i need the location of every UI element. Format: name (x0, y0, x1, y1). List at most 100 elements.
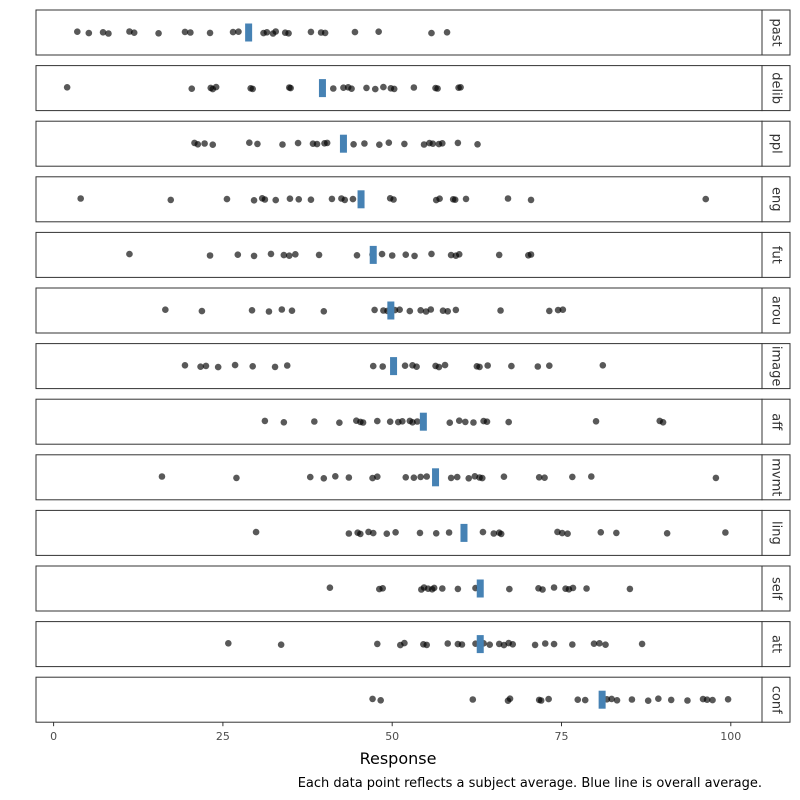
data-point (229, 28, 237, 36)
data-point (261, 196, 269, 203)
data-point (223, 195, 231, 203)
data-point (361, 140, 368, 147)
data-point (376, 141, 383, 148)
mean-line (460, 523, 468, 542)
data-point (545, 695, 552, 703)
data-point (233, 474, 240, 482)
facet-panel-eng: eng (35, 176, 791, 223)
data-point (667, 696, 675, 704)
facet-strip (761, 398, 791, 445)
data-point (546, 307, 553, 315)
data-point (345, 530, 353, 537)
data-point (569, 641, 576, 648)
data-point (613, 697, 621, 704)
facet-panel-mvmt: mvmt (35, 454, 791, 501)
data-point (320, 475, 328, 482)
data-point (539, 586, 546, 593)
data-point (596, 640, 603, 647)
data-point (447, 474, 455, 482)
data-point (332, 473, 339, 480)
data-point (181, 362, 189, 369)
facet-strip (761, 9, 791, 56)
facet-panel-conf: conf (35, 676, 791, 723)
data-point (457, 84, 464, 91)
data-point (287, 84, 294, 92)
data-point (401, 140, 408, 148)
data-point (504, 195, 512, 202)
data-point (659, 419, 667, 426)
panel-background (35, 509, 763, 556)
data-point (410, 474, 418, 482)
panel-background (35, 565, 763, 612)
data-point (197, 363, 204, 371)
data-point (462, 418, 469, 426)
panel-background (35, 176, 763, 223)
data-point (441, 361, 449, 369)
data-point (455, 251, 463, 258)
data-point (396, 306, 403, 314)
data-point (550, 584, 558, 591)
data-point (74, 28, 81, 35)
data-point (263, 29, 271, 36)
data-point (363, 84, 370, 92)
data-point (351, 28, 359, 36)
data-point (278, 306, 286, 313)
data-point (569, 584, 577, 592)
data-point (288, 307, 296, 315)
data-point (328, 195, 336, 203)
facet-label: past (769, 18, 784, 46)
data-point (214, 363, 222, 371)
data-point (209, 141, 217, 148)
data-point (465, 475, 473, 482)
facet-strip (761, 120, 791, 167)
facet-panels: past delib ppl eng fut arou image aff mvmt ling se… (35, 9, 791, 723)
chart-caption: Each data point reflects a subject avera… (298, 776, 762, 791)
data-point (379, 585, 387, 592)
data-point (597, 529, 605, 536)
data-point (307, 28, 315, 36)
facet-label: ling (769, 521, 784, 545)
data-point (541, 474, 548, 482)
data-point (350, 141, 357, 148)
data-point (374, 417, 381, 425)
data-point (326, 584, 334, 591)
data-point (590, 640, 598, 647)
data-point (158, 473, 166, 480)
mean-line (369, 245, 377, 264)
facet-panel-self: self (35, 565, 791, 612)
data-point (261, 417, 269, 425)
facet-label: eng (769, 187, 784, 212)
data-point (537, 697, 545, 704)
data-point (250, 252, 258, 260)
data-point (703, 696, 711, 703)
data-point (423, 473, 431, 480)
data-point (77, 195, 84, 202)
data-point (386, 418, 394, 426)
mean-line (387, 301, 395, 320)
data-point (315, 251, 323, 259)
data-point (402, 474, 410, 481)
data-point (254, 140, 261, 148)
facet-label: conf (769, 686, 784, 714)
data-point (439, 140, 446, 147)
data-point (375, 28, 382, 35)
data-point (371, 306, 378, 314)
data-point (392, 529, 399, 536)
data-point (722, 529, 729, 536)
data-point (527, 196, 535, 204)
data-point (479, 528, 487, 536)
data-point (277, 641, 285, 648)
data-point (292, 251, 299, 258)
data-point (569, 473, 576, 481)
mean-line (598, 690, 606, 709)
data-point (702, 195, 710, 203)
facet-strip (761, 231, 791, 278)
data-point (63, 84, 71, 91)
mean-line (476, 579, 484, 598)
data-point (428, 29, 435, 37)
facet-label: att (769, 635, 784, 653)
facet-strip (761, 676, 791, 723)
data-point (307, 196, 315, 203)
data-point (246, 139, 253, 146)
data-point (712, 474, 720, 482)
